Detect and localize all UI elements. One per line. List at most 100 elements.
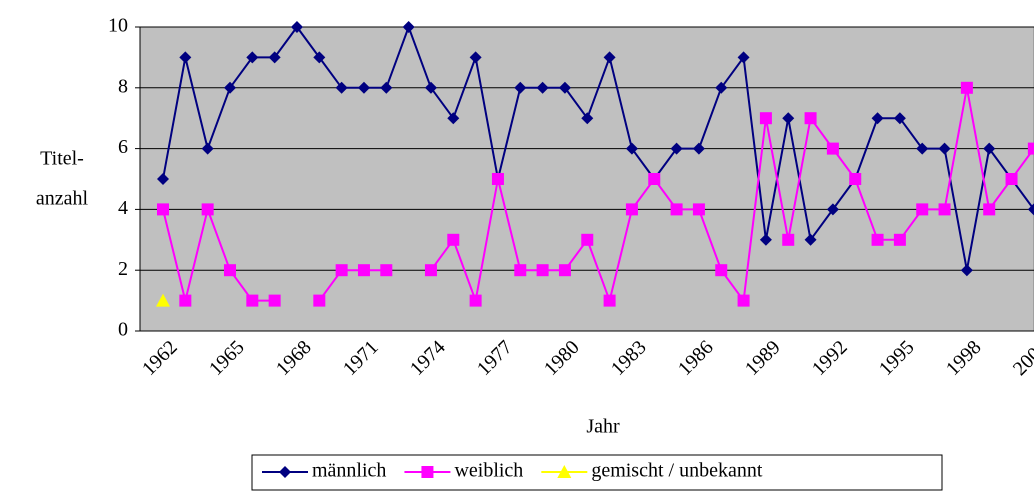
point: [603, 51, 616, 64]
x-tick-label: 1989: [741, 336, 785, 380]
point: [279, 466, 291, 478]
x-tick-label: 1968: [272, 336, 316, 380]
point: [491, 173, 504, 185]
point: [380, 81, 393, 94]
point: [421, 466, 434, 478]
point: [469, 51, 482, 64]
point: [871, 233, 884, 246]
point: [670, 142, 683, 155]
point: [625, 142, 638, 155]
x-tick-label: 1995: [875, 336, 919, 380]
x-tick-label: 1986: [674, 336, 718, 380]
y-axis-label: anzahl: [36, 188, 89, 210]
point: [201, 203, 214, 216]
point: [581, 112, 594, 125]
point: [1027, 142, 1034, 155]
point: [558, 264, 571, 277]
point: [938, 203, 951, 216]
point: [603, 294, 616, 307]
point: [246, 51, 259, 64]
x-tick-label: 1983: [607, 336, 651, 380]
point: [916, 142, 929, 155]
point: [157, 203, 169, 216]
x-tick-label: 1998: [942, 336, 986, 380]
legend-label: männlich: [312, 460, 386, 482]
point: [557, 465, 572, 478]
point: [536, 81, 549, 94]
point: [514, 81, 527, 94]
x-tick-label: 1971: [339, 336, 383, 380]
point: [380, 264, 393, 277]
point: [179, 51, 192, 64]
x-tick-label: 1974: [406, 336, 450, 380]
point: [357, 264, 370, 277]
point: [759, 233, 772, 246]
point: [893, 233, 906, 246]
plot-area: [139, 26, 1034, 332]
point: [581, 233, 594, 246]
point: [625, 203, 638, 216]
point: [715, 81, 728, 94]
point: [514, 264, 527, 277]
point: [804, 233, 817, 246]
y-tick-label: 10: [108, 15, 128, 37]
x-tick-label: 1992: [808, 336, 852, 380]
point: [447, 112, 460, 125]
point: [715, 264, 728, 277]
y-tick-label: 2: [118, 258, 128, 280]
point: [424, 264, 437, 277]
point: [357, 81, 370, 94]
point: [648, 173, 661, 185]
point: [849, 173, 862, 185]
point: [223, 81, 236, 94]
point: [447, 233, 460, 246]
point: [983, 142, 996, 155]
point: [960, 81, 973, 94]
x-tick-label: 2001: [1009, 336, 1034, 380]
point: [402, 21, 415, 33]
y-tick-label: 8: [118, 75, 128, 97]
point: [960, 264, 973, 277]
point: [558, 81, 571, 94]
x-tick-label: 1977: [473, 336, 517, 380]
point: [692, 142, 705, 155]
point: [157, 173, 169, 185]
point: [268, 294, 281, 307]
point: [804, 112, 817, 125]
point: [893, 112, 906, 125]
y-axis-label: Titel-: [40, 148, 84, 170]
point: [313, 294, 326, 307]
y-tick-label: 6: [118, 136, 128, 158]
point: [782, 112, 795, 125]
y-tick-label: 4: [118, 197, 128, 219]
x-axis-label: Jahr: [586, 416, 620, 438]
point: [938, 142, 951, 155]
point: [737, 294, 750, 307]
point: [290, 21, 303, 33]
point: [536, 264, 549, 277]
x-tick-label: 1962: [138, 336, 182, 380]
point: [335, 81, 348, 94]
legend-box: [251, 454, 943, 491]
point: [692, 203, 705, 216]
point: [759, 112, 772, 125]
point: [335, 264, 348, 277]
point: [670, 203, 683, 216]
x-tick-label: 1965: [205, 336, 249, 380]
point: [179, 294, 192, 307]
point: [826, 203, 839, 216]
point: [424, 81, 437, 94]
point: [916, 203, 929, 216]
point: [1005, 173, 1018, 185]
point: [469, 294, 482, 307]
point: [826, 142, 839, 155]
point: [782, 233, 795, 246]
point: [737, 51, 750, 64]
y-tick-label: 0: [118, 319, 128, 341]
legend-label: weiblich: [454, 460, 523, 482]
x-tick-label: 1980: [540, 336, 584, 380]
point: [1027, 203, 1034, 216]
point: [201, 142, 214, 155]
point: [983, 203, 996, 216]
